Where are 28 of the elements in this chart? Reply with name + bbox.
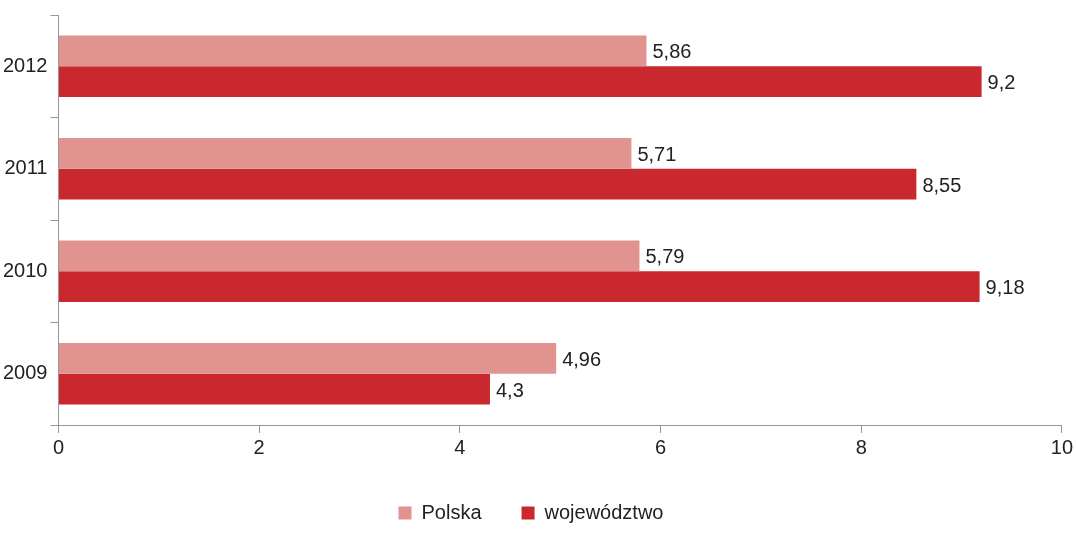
data-label: 4,3	[495, 378, 524, 401]
bar	[58, 168, 917, 200]
data-label: 8,55	[922, 173, 962, 196]
data-label: 9,2	[987, 71, 1016, 94]
data-label: 5,86	[652, 40, 692, 63]
bar	[58, 343, 557, 374]
data-label: 5,71	[637, 142, 677, 165]
x-tick-label: 10	[1050, 435, 1073, 458]
data-label: 4,96	[562, 347, 602, 370]
x-tick-label: 0	[52, 435, 65, 458]
y-tick-label: 2010	[2, 258, 48, 281]
x-tick-label: 4	[454, 435, 466, 458]
bar	[58, 271, 980, 302]
x-tick-label: 2	[253, 435, 265, 458]
x-tick-label: 8	[855, 435, 867, 458]
bar	[58, 240, 640, 272]
x-tick-label: 6	[654, 435, 667, 458]
bar	[58, 373, 490, 405]
y-tick-label: 2009	[2, 361, 48, 384]
data-label: 5,79	[645, 245, 685, 268]
bar	[58, 138, 632, 169]
y-tick-label: 2012	[2, 53, 48, 76]
bar	[58, 35, 647, 67]
bar	[58, 66, 982, 97]
data-label: 9,18	[985, 276, 1025, 299]
legend-label: województwo	[543, 500, 664, 523]
legend-label: Polska	[421, 500, 483, 523]
y-tick-label: 2011	[4, 156, 48, 179]
